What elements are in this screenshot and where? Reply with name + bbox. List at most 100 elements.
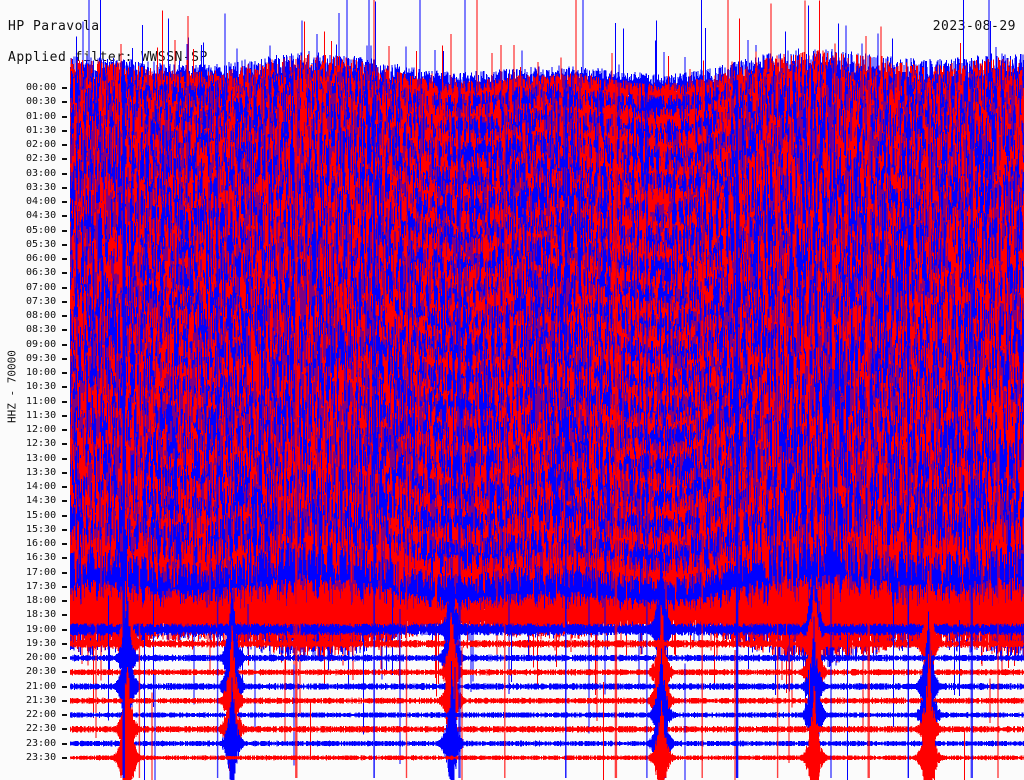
time-label: 13:00 <box>26 452 57 464</box>
time-axis: 00:00 00:30 01:00 01:30 02:00 02:30 03:00 03:30… <box>0 0 70 780</box>
time-label: 00:00 <box>26 82 57 93</box>
glitch-column <box>122 80 125 778</box>
glitch-column <box>997 80 999 778</box>
time-label: 22:00 <box>26 709 57 720</box>
time-tick <box>62 457 67 460</box>
time-label: 12:00 <box>26 424 57 435</box>
time-label: 13:30 <box>26 466 57 478</box>
time-tick <box>62 514 67 517</box>
time-tick <box>62 400 67 403</box>
time-label: 14:30 <box>26 495 57 507</box>
time-label: 23:30 <box>26 751 57 763</box>
time-tick <box>62 414 67 417</box>
time-tick <box>62 172 67 175</box>
time-label: 10:30 <box>26 381 57 393</box>
glitch-column <box>970 80 973 778</box>
time-tick <box>62 685 67 688</box>
time-tick <box>62 543 67 545</box>
time-tick <box>62 329 67 332</box>
time-label: 05:00 <box>26 224 57 236</box>
time-tick <box>62 186 67 189</box>
time-label: 23:00 <box>26 737 57 749</box>
time-label: 17:30 <box>26 580 57 592</box>
time-tick <box>62 243 67 246</box>
seismogram-plot <box>70 0 1024 780</box>
time-label: 15:30 <box>26 523 57 535</box>
time-label: 14:00 <box>26 481 57 492</box>
time-tick <box>62 471 67 474</box>
glitch-column <box>646 80 648 778</box>
time-label: 10:00 <box>26 367 57 378</box>
time-tick <box>62 229 67 232</box>
time-label: 21:00 <box>26 680 57 692</box>
time-tick <box>62 671 67 674</box>
glitch-column <box>929 80 931 778</box>
time-label: 02:00 <box>26 139 57 150</box>
glitch-column <box>776 80 779 778</box>
time-label: 22:30 <box>26 723 57 735</box>
time-label: 04:00 <box>26 196 57 207</box>
time-tick <box>62 528 67 531</box>
time-tick <box>62 756 67 759</box>
time-tick <box>62 699 67 702</box>
time-tick <box>62 642 67 645</box>
time-label: 01:00 <box>26 110 57 122</box>
time-tick <box>62 500 67 503</box>
time-label: 09:00 <box>26 338 57 350</box>
time-tick <box>62 272 67 275</box>
trace-row <box>70 632 1024 780</box>
glitch-column <box>373 80 375 778</box>
time-tick <box>62 585 67 588</box>
glitch-column <box>735 80 739 778</box>
time-label: 15:00 <box>26 509 57 521</box>
date-label: 2023-08-29 <box>932 19 1016 34</box>
time-label: 00:30 <box>26 96 57 108</box>
time-tick <box>62 557 67 560</box>
time-tick <box>62 315 67 317</box>
time-tick <box>62 286 67 289</box>
time-tick <box>62 742 67 745</box>
time-label: 20:00 <box>26 652 57 663</box>
time-label: 19:00 <box>26 623 57 635</box>
time-tick <box>62 357 67 360</box>
seismogram-traces <box>70 0 1024 780</box>
time-tick <box>62 87 67 89</box>
time-label: 01:30 <box>26 124 57 136</box>
time-tick <box>62 571 67 574</box>
glitch-column <box>867 80 870 778</box>
time-tick <box>62 300 67 303</box>
trace-row <box>70 662 1024 780</box>
time-label: 18:30 <box>26 609 57 621</box>
glitch-column <box>907 80 909 778</box>
time-tick <box>62 386 67 389</box>
time-label: 08:00 <box>26 310 57 321</box>
time-tick <box>62 129 67 132</box>
time-tick <box>62 486 67 488</box>
time-label: 17:00 <box>26 566 57 578</box>
glitch-column <box>701 80 703 778</box>
time-tick <box>62 657 67 659</box>
time-tick <box>62 258 67 260</box>
time-label: 07:30 <box>26 295 57 307</box>
time-tick <box>62 101 67 104</box>
time-tick <box>62 158 67 161</box>
time-tick <box>62 343 67 346</box>
time-label: 05:30 <box>26 238 57 250</box>
time-label: 21:30 <box>26 694 57 706</box>
glitch-column <box>458 80 461 778</box>
time-label: 18:00 <box>26 595 57 606</box>
time-label: 08:30 <box>26 324 57 336</box>
time-label: 09:30 <box>26 352 57 364</box>
time-label: 07:00 <box>26 281 57 293</box>
time-label: 06:30 <box>26 267 57 279</box>
time-tick <box>62 714 67 716</box>
time-tick <box>62 628 67 631</box>
glitch-column <box>565 80 567 778</box>
time-label: 20:30 <box>26 666 57 678</box>
time-tick <box>62 201 67 203</box>
time-tick <box>62 728 67 731</box>
glitch-column <box>405 80 408 778</box>
time-label: 11:30 <box>26 409 57 421</box>
time-tick <box>62 372 67 374</box>
